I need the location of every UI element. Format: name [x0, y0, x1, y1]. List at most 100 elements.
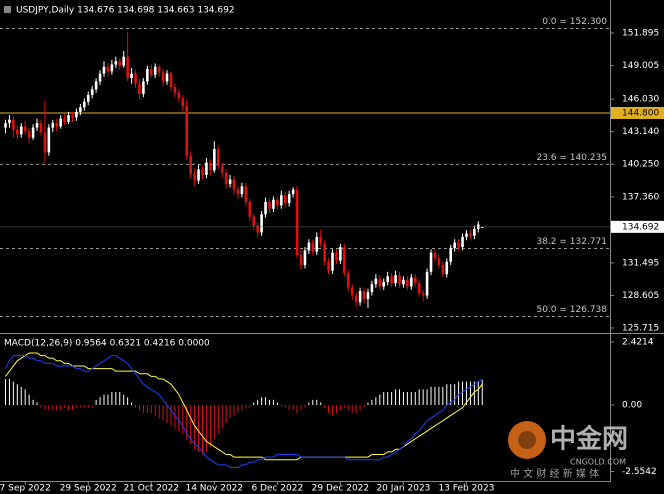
- candle-body: [307, 242, 311, 251]
- watermark-site: CNGOLD.COM: [570, 458, 626, 467]
- candle-body: [153, 66, 157, 75]
- candle-body: [51, 123, 55, 128]
- candle-body: [201, 169, 204, 175]
- candle-body: [264, 201, 267, 215]
- candle-body: [295, 189, 299, 255]
- candle-body: [260, 214, 263, 233]
- candle-body: [157, 66, 161, 73]
- candle-body: [86, 94, 90, 102]
- macd-label: MACD(12,26,9) 0.9564 0.6321 0.4216 0.000…: [4, 339, 210, 349]
- candle-body: [413, 277, 417, 284]
- candle-body: [209, 162, 212, 171]
- candle-body: [291, 189, 295, 195]
- candle-body: [382, 281, 386, 287]
- candle-body: [299, 254, 303, 266]
- fib-label: 38.2 = 132.771: [536, 237, 607, 247]
- candle-body: [429, 252, 433, 272]
- candle-body: [366, 292, 370, 299]
- y-tick-label: 146.030: [622, 95, 659, 105]
- candle-body: [173, 87, 177, 93]
- candle-body: [232, 179, 236, 190]
- candle-body: [216, 149, 220, 166]
- candle-body: [437, 258, 441, 266]
- candle-body: [425, 271, 429, 296]
- candle-body: [445, 261, 449, 275]
- candle-body: [433, 252, 437, 259]
- title-icon: [4, 6, 11, 13]
- candle-body: [441, 265, 445, 275]
- y-tick-label: 143.140: [622, 127, 659, 137]
- candle-body: [197, 169, 200, 181]
- candle-body: [461, 236, 464, 248]
- candle-body: [169, 73, 173, 88]
- x-tick-label: 20 Jan 2023: [376, 484, 430, 494]
- y2-tick-label: 2.4214: [622, 337, 654, 347]
- candle-body: [386, 276, 389, 282]
- candle-body: [287, 194, 291, 204]
- candle-body: [268, 201, 271, 209]
- candle-body: [457, 242, 460, 248]
- candle-body: [205, 162, 208, 175]
- candle-body: [402, 279, 405, 285]
- candle-body: [213, 149, 216, 171]
- candle-body: [27, 131, 31, 138]
- candle-body: [39, 123, 43, 133]
- candle-body: [118, 61, 122, 66]
- candle-body: [469, 233, 472, 236]
- x-tick-label: 14 Nov 2022: [185, 484, 243, 494]
- candle-body: [102, 66, 106, 74]
- candle-body: [134, 73, 137, 84]
- candle-body: [272, 199, 275, 209]
- candle-body: [276, 199, 279, 206]
- candle-body: [63, 118, 66, 122]
- candle-body: [280, 195, 283, 206]
- candle-body: [410, 277, 413, 287]
- candle-body: [8, 119, 11, 124]
- candle-body: [165, 73, 169, 82]
- candle-body: [283, 195, 287, 204]
- candle-body: [465, 233, 468, 237]
- candle-body: [398, 275, 401, 285]
- candle-body: [473, 229, 476, 236]
- y-tick-label: 131.495: [622, 258, 659, 268]
- candle-body: [449, 248, 453, 262]
- x-tick-label: 21 Oct 2022: [123, 484, 179, 494]
- watermark-name: 中金网: [550, 424, 628, 455]
- candle-body: [177, 92, 181, 99]
- candle-body: [370, 284, 374, 293]
- candle-body: [339, 247, 342, 261]
- candle-body: [67, 115, 70, 122]
- candle-body: [146, 69, 149, 82]
- candle-body: [138, 83, 141, 94]
- candle-body: [406, 279, 409, 287]
- y-tick-label: 149.005: [622, 61, 659, 71]
- candle-body: [228, 179, 232, 184]
- candle-body: [421, 293, 425, 296]
- candle-body: [358, 290, 362, 303]
- candle-body: [335, 252, 338, 261]
- candle-body: [114, 61, 118, 65]
- y-tick-label: 137.360: [622, 192, 659, 202]
- y2-tick-label: 0.00: [622, 401, 642, 411]
- chart-title: USDJPY,Daily 134.676 134.698 134.663 134…: [16, 6, 235, 16]
- last-price-box: [611, 220, 664, 233]
- candle-body: [362, 290, 366, 299]
- fib-label: 50.0 = 126.738: [536, 305, 607, 315]
- fib-label: 0.0 = 152.300: [542, 17, 607, 27]
- hline-price-box: [611, 106, 664, 119]
- candle-body: [130, 73, 133, 79]
- x-tick-label: 29 Dec 2022: [312, 484, 370, 494]
- candle-body: [193, 173, 196, 181]
- candle-body: [390, 276, 393, 284]
- candle-body: [79, 107, 82, 112]
- candle-body: [354, 295, 358, 303]
- candle-body: [350, 287, 354, 296]
- candle-body: [244, 186, 248, 202]
- candle-body: [12, 119, 15, 130]
- candle-body: [311, 242, 315, 252]
- candle-body: [252, 216, 256, 226]
- candle-body: [394, 275, 397, 284]
- candle-body: [75, 111, 78, 118]
- candle-body: [181, 98, 185, 107]
